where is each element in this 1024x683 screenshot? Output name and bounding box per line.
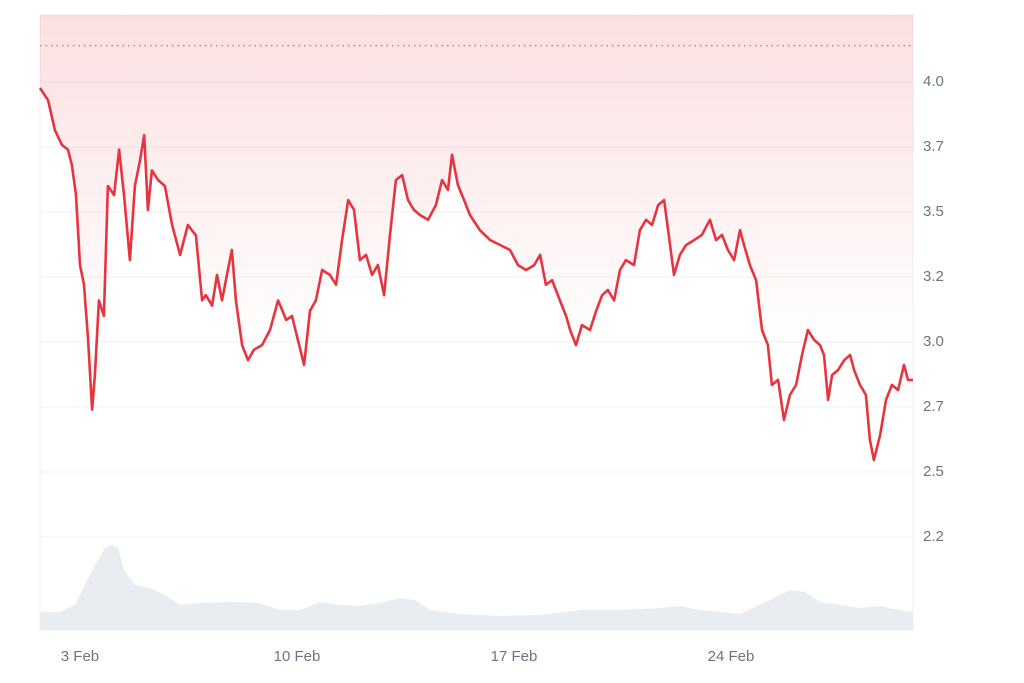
y-tick-label: 4.0 xyxy=(923,73,944,90)
y-tick-label: 3.5 xyxy=(923,203,944,220)
volume-area xyxy=(40,545,913,630)
x-tick-label: 3 Feb xyxy=(61,648,99,665)
y-tick-label: 2.5 xyxy=(923,463,944,480)
y-tick-label: 3.0 xyxy=(923,333,944,350)
x-tick-label: 10 Feb xyxy=(274,648,321,665)
y-tick-label: 2.7 xyxy=(923,398,944,415)
x-tick-label: 17 Feb xyxy=(491,648,538,665)
x-tick-label: 24 Feb xyxy=(708,648,755,665)
y-tick-label: 3.7 xyxy=(923,138,944,155)
y-tick-label: 3.2 xyxy=(923,268,944,285)
price-area xyxy=(40,15,913,460)
price-line xyxy=(38,87,913,462)
y-tick-label: 2.2 xyxy=(923,528,944,545)
